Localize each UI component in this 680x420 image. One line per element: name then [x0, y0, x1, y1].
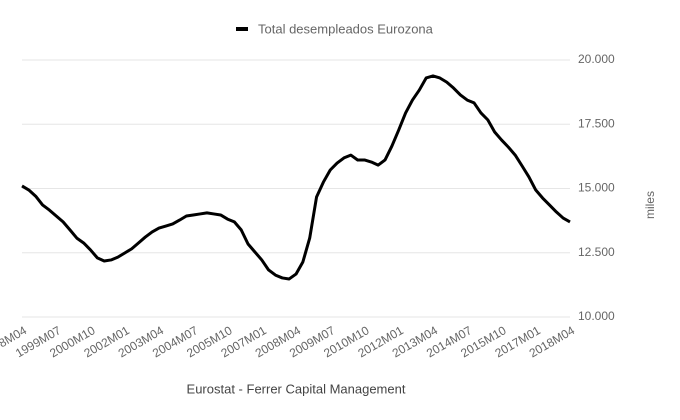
y-tick-label: 17.500 [578, 116, 615, 130]
source: Eurostat - Ferrer Capital Management [187, 381, 406, 396]
y-axis-label: miles [643, 191, 657, 219]
y-tick-label: 20.000 [578, 52, 615, 66]
legend-label: Total desempleados Eurozona [258, 21, 434, 36]
y-tick-label: 12.500 [578, 245, 615, 259]
y-tick-label: 15.000 [578, 181, 615, 195]
line-series [21, 74, 571, 281]
legend-swatch [236, 27, 248, 31]
y-tick-label: 10.000 [578, 309, 615, 323]
